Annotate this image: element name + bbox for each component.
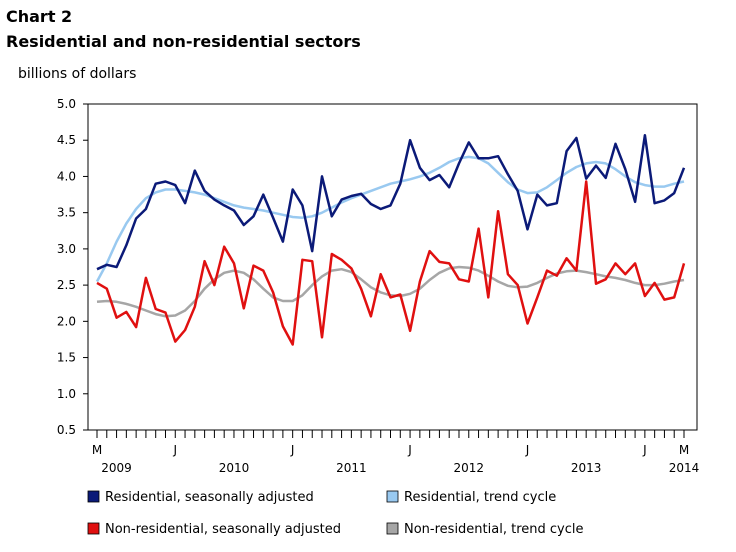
x-tick-label: J bbox=[407, 443, 412, 457]
x-tick-label: J bbox=[172, 443, 177, 457]
y-tick-label: 1.5 bbox=[57, 351, 76, 365]
y-tick-label: 4.0 bbox=[57, 169, 76, 183]
year-label: 2010 bbox=[219, 461, 250, 475]
legend-label: Residential, seasonally adjusted bbox=[105, 490, 314, 505]
legend-swatch bbox=[386, 490, 399, 503]
series-line bbox=[96, 180, 686, 346]
x-tick-label: M bbox=[92, 443, 102, 457]
x-tick-label: J bbox=[642, 443, 647, 457]
year-label: 2011 bbox=[336, 461, 367, 475]
legend-swatch bbox=[386, 522, 399, 535]
y-tick-label: 5.0 bbox=[57, 97, 76, 111]
x-tick-label: J bbox=[525, 443, 530, 457]
legend-swatch bbox=[87, 522, 100, 535]
plot-frame bbox=[87, 103, 698, 431]
y-axis-label: billions of dollars bbox=[18, 66, 136, 82]
legend-swatch bbox=[87, 490, 100, 503]
chart-title: Chart 2 bbox=[6, 7, 72, 26]
series-line bbox=[95, 155, 685, 283]
legend-label: Non-residential, seasonally adjusted bbox=[105, 522, 341, 537]
series-line bbox=[96, 133, 686, 271]
year-label: 2012 bbox=[453, 461, 484, 475]
y-tick-label: 3.5 bbox=[57, 206, 76, 220]
x-tick-label: J bbox=[290, 443, 295, 457]
year-label: 2009 bbox=[101, 461, 132, 475]
year-label: 2013 bbox=[571, 461, 602, 475]
legend-label: Non-residential, trend cycle bbox=[404, 522, 583, 537]
y-tick-label: 4.5 bbox=[57, 133, 76, 147]
y-tick-label: 3.0 bbox=[57, 242, 76, 256]
legend-label: Residential, trend cycle bbox=[404, 490, 556, 505]
x-tick-label: M bbox=[679, 443, 689, 457]
chart-subtitle: Residential and non-residential sectors bbox=[6, 32, 361, 51]
y-tick-label: 0.5 bbox=[57, 423, 76, 437]
y-tick-label: 1.0 bbox=[57, 387, 76, 401]
y-tick-label: 2.0 bbox=[57, 314, 76, 328]
y-tick-label: 2.5 bbox=[57, 278, 76, 292]
year-label: 2014 bbox=[669, 461, 700, 475]
